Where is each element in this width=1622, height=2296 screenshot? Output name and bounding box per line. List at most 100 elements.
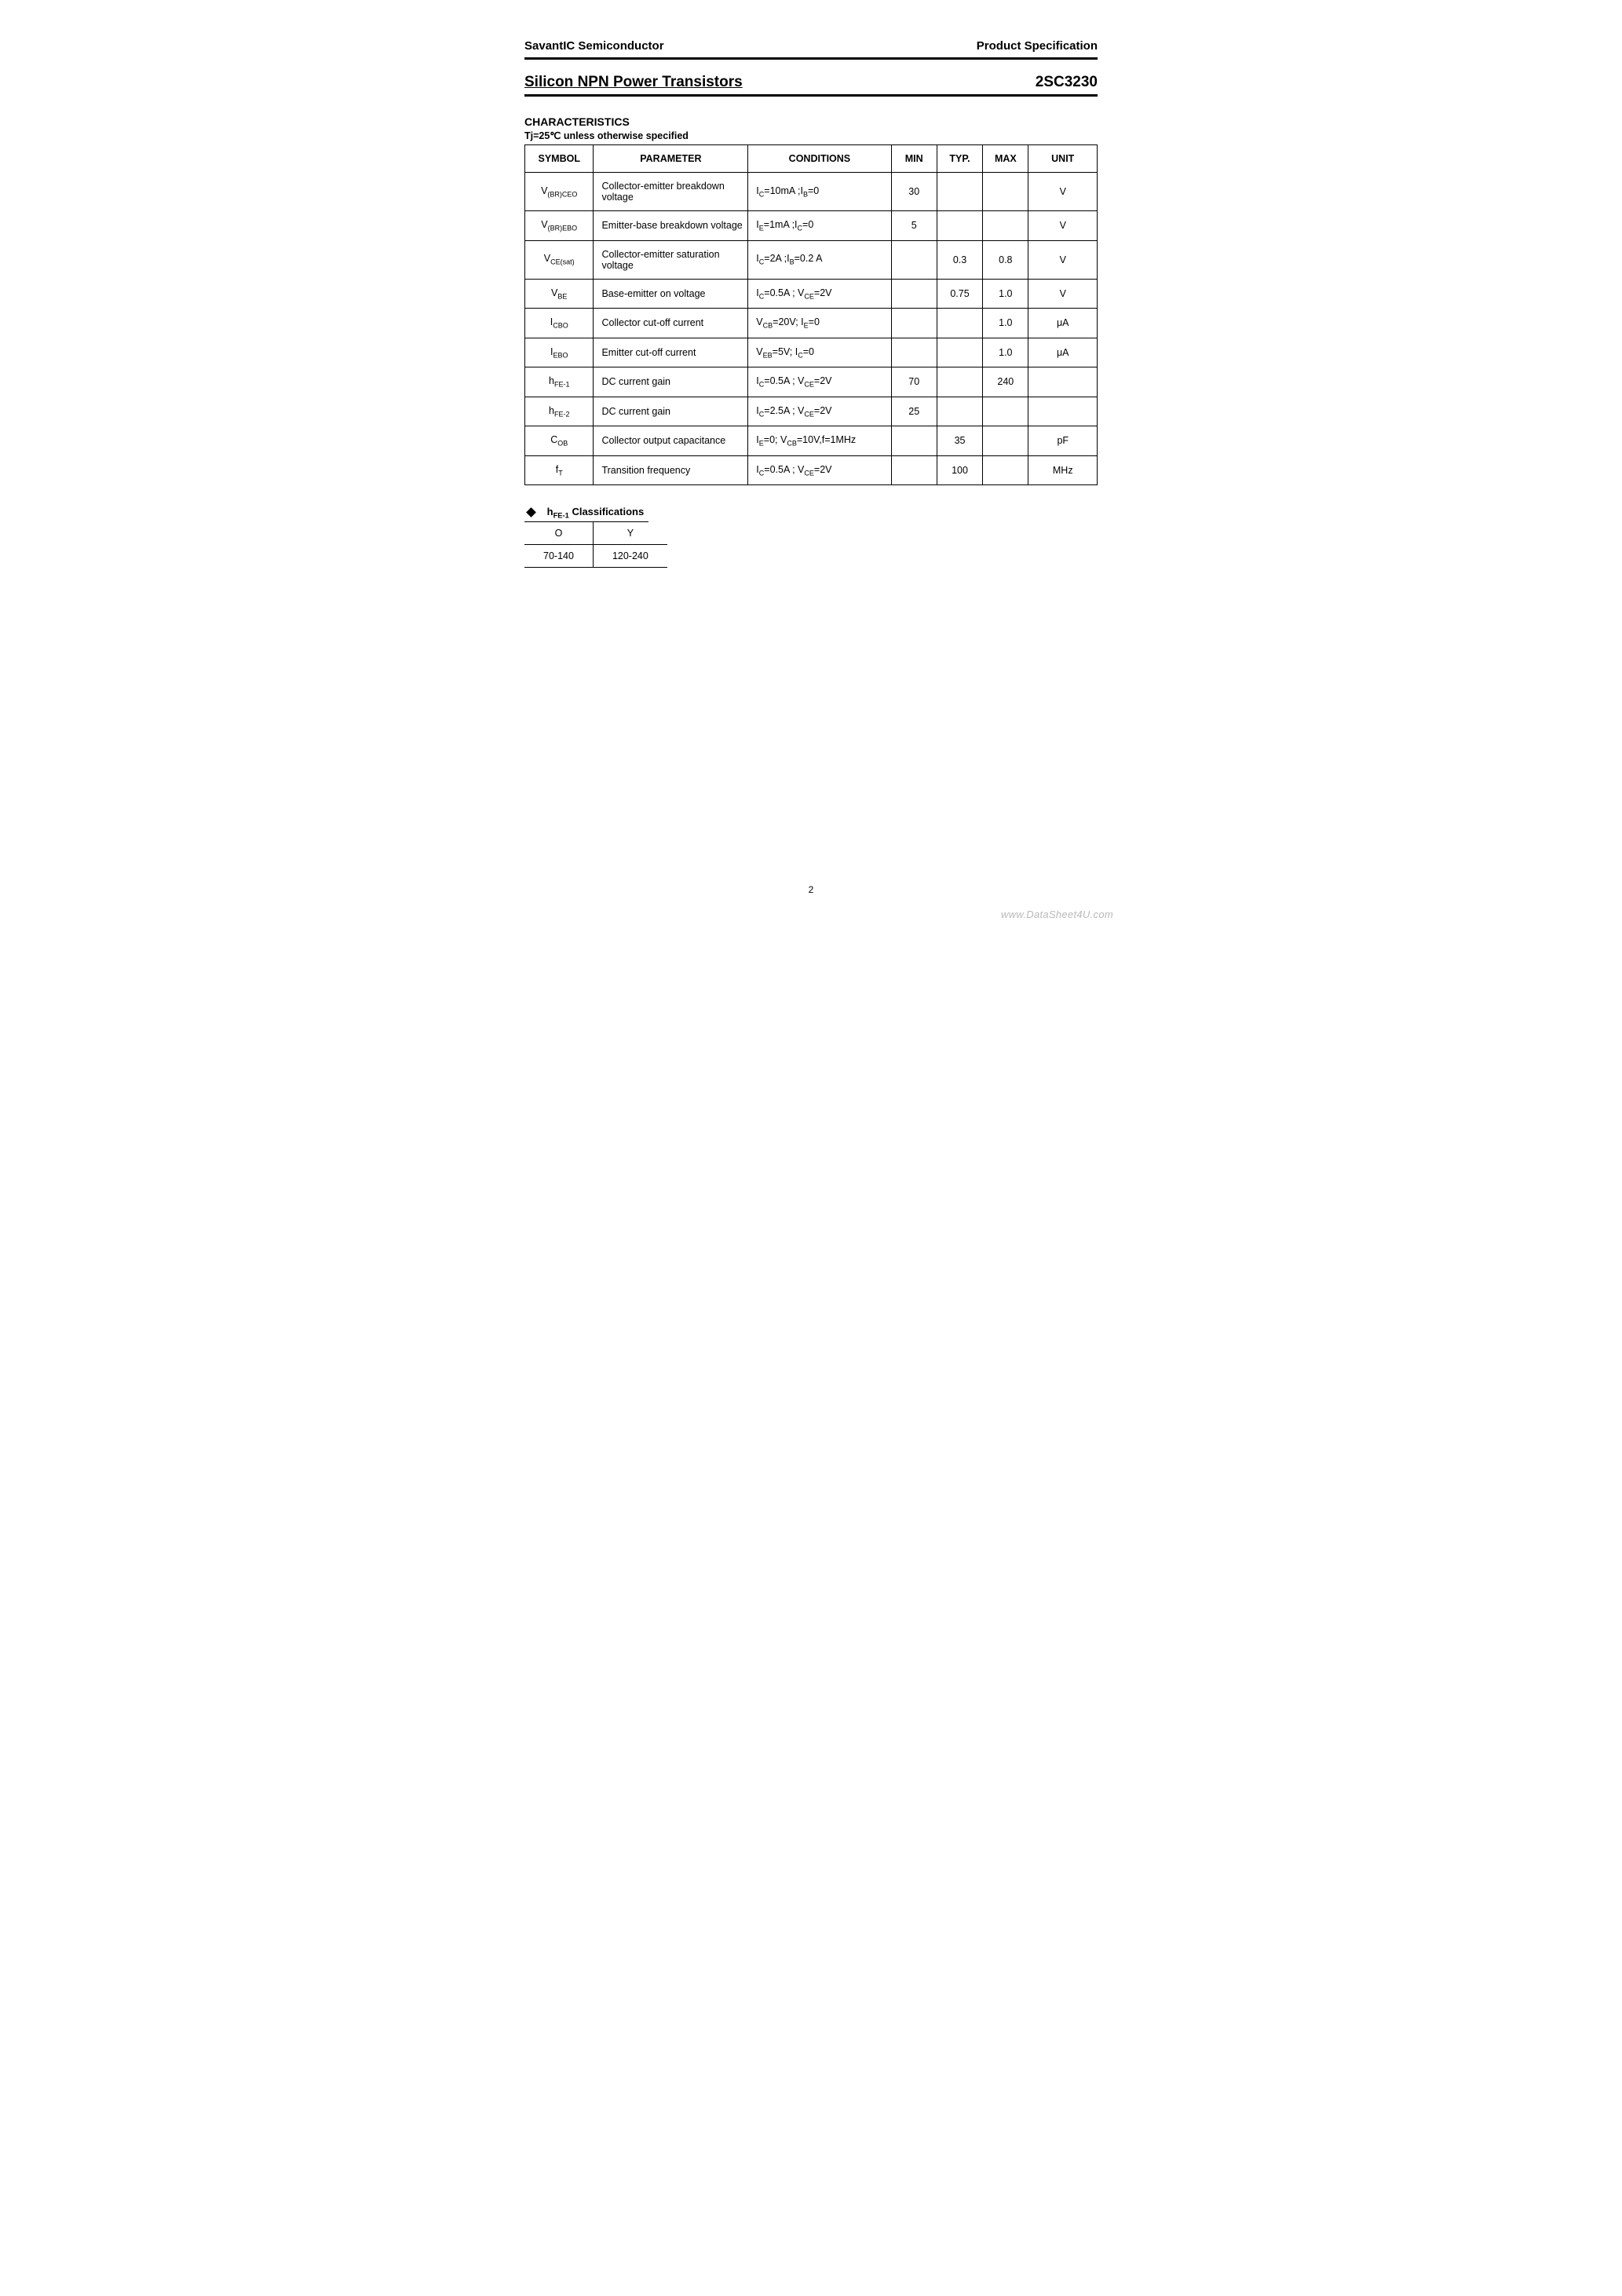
table-cell: V	[1028, 279, 1098, 309]
table-cell: IC=10mA ;IB=0	[748, 173, 891, 211]
table-cell: 1.0	[983, 338, 1028, 367]
table-cell	[983, 173, 1028, 211]
table-cell: V(BR)CEO	[525, 173, 594, 211]
table-cell: V	[1028, 240, 1098, 279]
table-cell: 30	[891, 173, 937, 211]
table-row: 70-140120-240	[524, 544, 667, 567]
table-row: hFE-1DC current gainIC=0.5A ; VCE=2V70 24…	[525, 367, 1098, 397]
table-cell: 100	[937, 455, 982, 485]
table-row: V(BR)CEOCollector-emitter breakdown volt…	[525, 173, 1098, 211]
table-header-cell: UNIT	[1028, 145, 1098, 173]
table-cell	[937, 173, 982, 211]
table-row: ICBOCollector cut-off currentVCB=20V; IE…	[525, 309, 1098, 338]
table-cell: Y	[593, 522, 667, 545]
table-cell: IC=2A ;IB=0.2 A	[748, 240, 891, 279]
table-cell: IC=0.5A ; VCE=2V	[748, 367, 891, 397]
table-cell: 0.75	[937, 279, 982, 309]
table-cell	[891, 279, 937, 309]
diamond-icon	[526, 507, 536, 517]
page: SavantIC Semiconductor Product Specifica…	[477, 0, 1145, 942]
section-condition: Tj=25℃ unless otherwise specified	[524, 130, 1098, 141]
table-cell: 120-240	[593, 544, 667, 567]
table-row: IEBOEmitter cut-off currentVEB=5V; IC=01…	[525, 338, 1098, 367]
table-cell: Collector cut-off current	[594, 309, 748, 338]
table-header-cell: TYP.	[937, 145, 982, 173]
table-cell: COB	[525, 426, 594, 456]
table-cell: Emitter-base breakdown voltage	[594, 211, 748, 241]
company-name: SavantIC Semiconductor	[524, 39, 664, 53]
table-row: OY	[524, 522, 667, 545]
table-cell: DC current gain	[594, 397, 748, 426]
table-header-cell: PARAMETER	[594, 145, 748, 173]
table-cell: Collector output capacitance	[594, 426, 748, 456]
table-cell: Collector-emitter saturation voltage	[594, 240, 748, 279]
table-header-cell: SYMBOL	[525, 145, 594, 173]
table-cell	[983, 455, 1028, 485]
table-row: hFE-2DC current gainIC=2.5A ; VCE=2V25	[525, 397, 1098, 426]
doc-header: SavantIC Semiconductor Product Specifica…	[524, 39, 1098, 60]
table-cell: 25	[891, 397, 937, 426]
table-cell: IEBO	[525, 338, 594, 367]
part-number: 2SC3230	[1036, 74, 1098, 91]
table-cell: fT	[525, 455, 594, 485]
table-cell: 0.8	[983, 240, 1028, 279]
table-row: V(BR)EBOEmitter-base breakdown voltageIE…	[525, 211, 1098, 241]
table-row: fTTransition frequencyIC=0.5A ; VCE=2V 10…	[525, 455, 1098, 485]
table-cell: IE=0; VCB=10V,f=1MHz	[748, 426, 891, 456]
table-cell: 1.0	[983, 279, 1028, 309]
table-header-cell: CONDITIONS	[748, 145, 891, 173]
table-cell: O	[524, 522, 593, 545]
table-cell: V	[1028, 173, 1098, 211]
table-row: VBEBase-emitter on voltageIC=0.5A ; VCE=…	[525, 279, 1098, 309]
table-cell: Emitter cut-off current	[594, 338, 748, 367]
table-cell: IE=1mA ;IC=0	[748, 211, 891, 241]
table-cell: VCE(sat)	[525, 240, 594, 279]
table-cell	[983, 426, 1028, 456]
table-cell	[937, 397, 982, 426]
table-cell	[891, 338, 937, 367]
table-row: VCE(sat)Collector-emitter saturation vol…	[525, 240, 1098, 279]
table-cell: hFE-1	[525, 367, 594, 397]
table-cell: μA	[1028, 309, 1098, 338]
table-cell	[937, 338, 982, 367]
table-header-row: SYMBOLPARAMETERCONDITIONSMINTYP.MAXUNIT	[525, 145, 1098, 173]
page-number: 2	[477, 884, 1145, 895]
table-cell	[937, 309, 982, 338]
classifications-heading: hFE-1 Classifications	[524, 506, 648, 522]
table-cell	[891, 240, 937, 279]
table-cell	[937, 211, 982, 241]
title-row: Silicon NPN Power Transistors 2SC3230	[524, 74, 1098, 97]
table-cell	[891, 455, 937, 485]
section-heading: CHARACTERISTICS	[524, 115, 1098, 128]
table-cell: IC=0.5A ; VCE=2V	[748, 455, 891, 485]
classifications-table: OY 70-140120-240	[524, 522, 667, 568]
table-cell: ICBO	[525, 309, 594, 338]
table-cell	[891, 426, 937, 456]
doc-type: Product Specification	[977, 39, 1098, 53]
table-cell	[983, 397, 1028, 426]
table-cell: 5	[891, 211, 937, 241]
table-cell: 0.3	[937, 240, 982, 279]
table-cell: Collector-emitter breakdown voltage	[594, 173, 748, 211]
table-cell: DC current gain	[594, 367, 748, 397]
table-cell: Base-emitter on voltage	[594, 279, 748, 309]
table-cell	[1028, 397, 1098, 426]
table-cell: Transition frequency	[594, 455, 748, 485]
table-cell: 1.0	[983, 309, 1028, 338]
watermark: www.DataSheet4U.com	[1001, 909, 1113, 920]
table-header-cell: MAX	[983, 145, 1028, 173]
table-cell: IC=2.5A ; VCE=2V	[748, 397, 891, 426]
table-cell: 35	[937, 426, 982, 456]
table-cell: μA	[1028, 338, 1098, 367]
table-cell: 240	[983, 367, 1028, 397]
table-cell	[891, 309, 937, 338]
table-cell: 70	[891, 367, 937, 397]
table-cell	[1028, 367, 1098, 397]
table-row: COBCollector output capacitanceIE=0; VCB…	[525, 426, 1098, 456]
table-cell: V	[1028, 211, 1098, 241]
table-cell: MHz	[1028, 455, 1098, 485]
product-family: Silicon NPN Power Transistors	[524, 74, 743, 91]
table-cell: IC=0.5A ; VCE=2V	[748, 279, 891, 309]
table-cell: VCB=20V; IE=0	[748, 309, 891, 338]
classifications-heading-text: hFE-1 Classifications	[547, 506, 645, 517]
